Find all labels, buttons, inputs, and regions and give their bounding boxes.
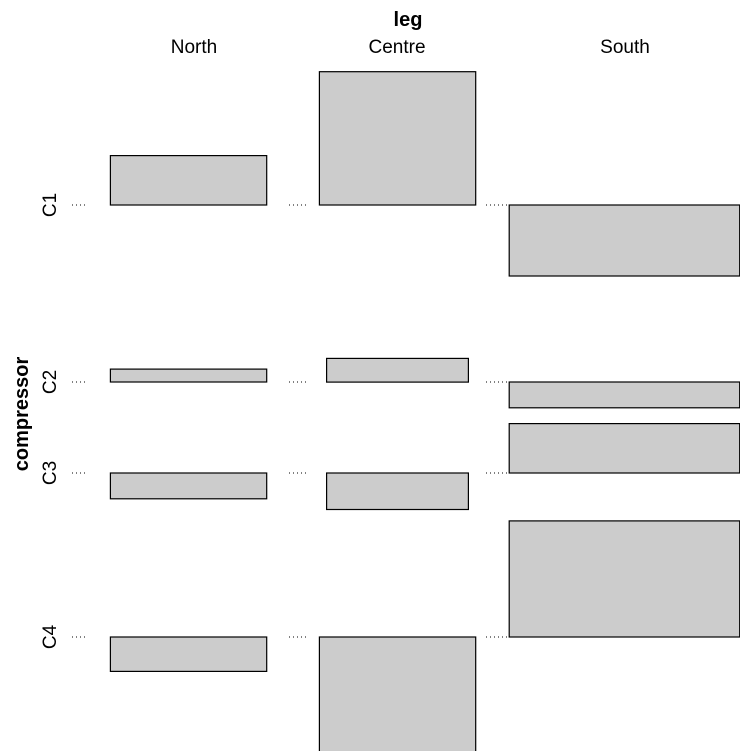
column-label-south: South [600, 37, 650, 58]
row-label-c4: C4 [40, 624, 61, 649]
tile-c3-north [109, 472, 268, 500]
tile-c2-centre [326, 357, 470, 383]
y-axis-title: compressor [11, 357, 33, 472]
row-labels: C1 C2 C3 C4 [40, 193, 61, 649]
column-label-centre: Centre [368, 37, 425, 58]
row-label-c3: C3 [40, 461, 61, 485]
tile-c1-centre [318, 71, 477, 206]
column-label-north: North [171, 37, 217, 58]
column-labels: North Centre South [171, 37, 650, 58]
row-label-c1: C1 [40, 193, 61, 217]
tile-c3-centre [326, 472, 470, 511]
tile-c3-south [508, 423, 740, 474]
tiles [109, 71, 740, 751]
tile-c2-south [508, 381, 740, 409]
tile-c4-centre [318, 636, 477, 751]
baselines [72, 204, 509, 638]
tile-c1-south [508, 204, 740, 277]
row-label-c2: C2 [40, 370, 61, 394]
x-axis-title: leg [394, 9, 423, 31]
tile-c1-north [109, 155, 268, 206]
tile-c2-north [109, 368, 268, 383]
tile-c4-south [508, 520, 740, 638]
tile-c4-north [109, 636, 268, 673]
